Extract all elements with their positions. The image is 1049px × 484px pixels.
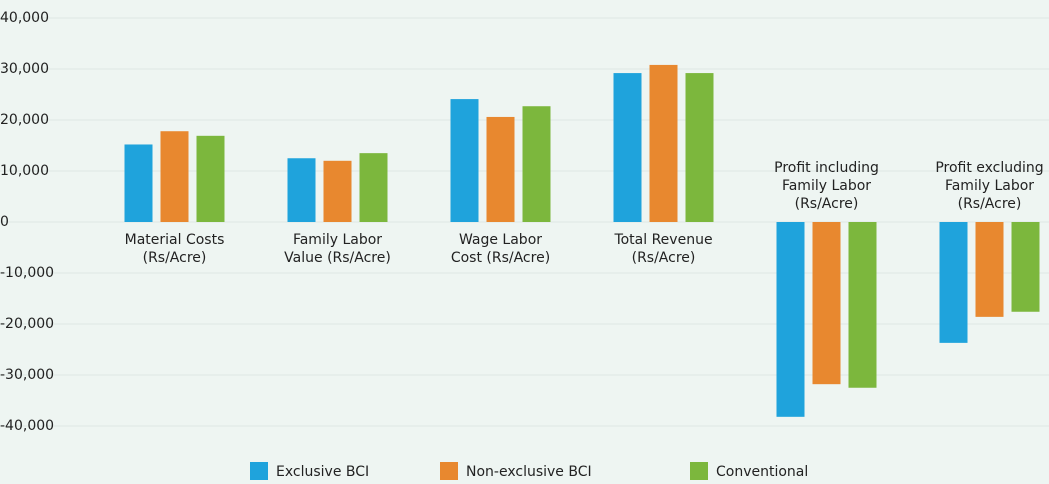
bar — [1011, 222, 1040, 312]
x-tick-label: Family Labor — [293, 232, 382, 248]
y-tick-label: -10,000 — [0, 265, 54, 281]
legend-label: Conventional — [716, 464, 808, 480]
y-tick-label: 0 — [0, 214, 9, 230]
bar — [939, 222, 968, 343]
bar — [522, 106, 551, 222]
bar — [486, 116, 515, 222]
y-tick-label: -40,000 — [0, 418, 54, 434]
y-tick-label: 30,000 — [0, 61, 49, 77]
x-tick-label: Profit excluding — [935, 160, 1043, 176]
y-tick-label: 10,000 — [0, 163, 49, 179]
bar — [685, 73, 714, 222]
legend-swatch — [250, 462, 268, 480]
x-tick-label: Cost (Rs/Acre) — [451, 250, 550, 266]
legend-swatch — [690, 462, 708, 480]
x-tick-label: Profit including — [774, 160, 879, 176]
legend-swatch — [440, 462, 458, 480]
y-tick-label: 20,000 — [0, 112, 49, 128]
y-tick-label: 40,000 — [0, 10, 49, 26]
legend-label: Non-exclusive BCI — [466, 464, 592, 480]
x-tick-label: Material Costs — [125, 232, 225, 248]
bar — [323, 160, 352, 222]
x-tick-label: Value (Rs/Acre) — [284, 250, 391, 266]
bar — [160, 131, 189, 222]
x-tick-label: (Rs/Acre) — [795, 196, 859, 212]
bar — [848, 222, 877, 388]
x-tick-label: (Rs/Acre) — [143, 250, 207, 266]
bar — [613, 73, 642, 222]
x-tick-label: Family Labor — [782, 178, 871, 194]
x-tick-label: Wage Labor — [459, 232, 542, 248]
y-tick-label: -30,000 — [0, 367, 54, 383]
x-tick-label: Total Revenue — [613, 232, 712, 248]
bar — [196, 135, 225, 222]
bar — [359, 153, 388, 222]
bar — [450, 99, 479, 222]
x-tick-label: (Rs/Acre) — [958, 196, 1022, 212]
bar — [124, 144, 153, 222]
legend-label: Exclusive BCI — [276, 464, 369, 480]
x-tick-label: (Rs/Acre) — [632, 250, 696, 266]
bar — [975, 222, 1004, 317]
y-tick-label: -20,000 — [0, 316, 54, 332]
bar — [649, 64, 678, 222]
bar — [776, 222, 805, 417]
bar — [812, 222, 841, 385]
bar — [287, 158, 316, 222]
x-tick-label: Family Labor — [945, 178, 1034, 194]
